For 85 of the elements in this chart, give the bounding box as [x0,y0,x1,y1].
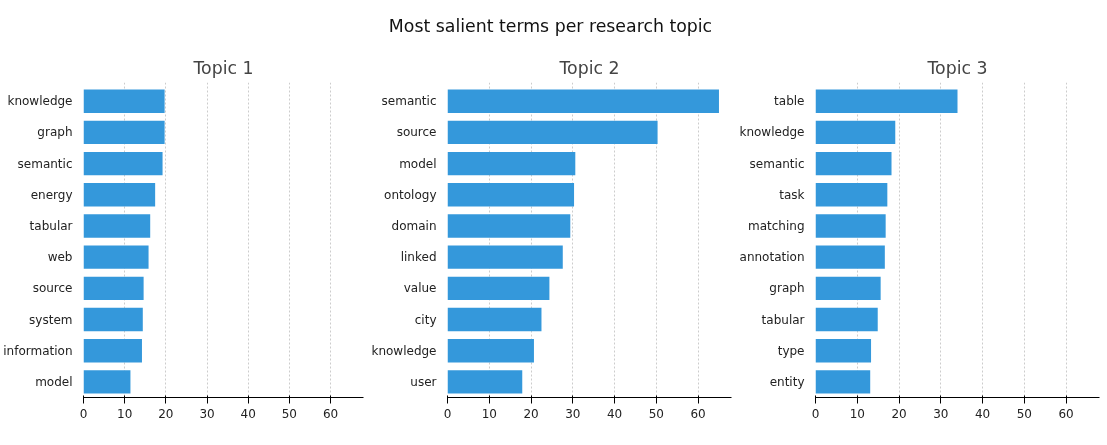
bar [815,120,896,145]
y-tick-label: user [410,374,437,389]
x-tick-label: 10 [481,406,497,421]
y-tick-label: matching [747,218,805,233]
y-tick-label: city [414,312,437,327]
y-tick-label: value [403,281,437,296]
bar [83,183,156,207]
y-tick-label: task [779,187,805,202]
y-tick-label: type [777,343,805,358]
bar [447,307,542,332]
y-tick-label: tabular [761,312,805,327]
bar [83,370,131,394]
y-tick-label: model [35,374,73,389]
y-tick-label: system [29,312,73,327]
x-tick-label: 10 [849,406,865,421]
y-tick-label: web [47,250,73,265]
bar [815,370,871,394]
y-tick-label: table [774,94,805,109]
bar [83,151,163,176]
y-tick-label: source [32,281,73,296]
bar [815,151,892,176]
bar [83,276,144,301]
y-tick-label: annotation [739,250,805,265]
y-tick-label: source [396,125,437,140]
x-tick-label: 50 [281,406,298,421]
bar [815,183,888,207]
bar [815,89,958,113]
bar [83,339,142,363]
bar [815,339,872,363]
x-tick-label: 20 [523,406,539,421]
bar [447,339,534,363]
y-tick-label: ontology [384,187,437,202]
x-tick-label: 0 [443,406,452,421]
chart-title: Topic 2 [558,57,620,78]
x-tick-label: 40 [240,406,256,421]
x-tick-label: 20 [158,406,174,421]
x-tick-label: 30 [199,406,215,421]
y-tick-label: semantic [17,156,73,171]
x-tick-label: 10 [117,406,133,421]
x-tick-label: 60 [322,406,339,421]
bar [83,245,149,269]
x-tick-label: 50 [1016,406,1032,421]
bar [447,245,563,269]
y-tick-label: linked [400,250,437,265]
x-tick-label: 30 [565,406,581,421]
y-tick-label: graph [37,125,73,140]
bar [447,151,576,176]
x-tick-label: 0 [79,406,88,421]
x-tick-label: 60 [690,406,706,421]
x-tick-label: 0 [811,406,820,421]
x-tick-label: 40 [974,406,991,421]
bar [83,214,151,238]
y-tick-label: semantic [749,156,805,171]
bar [447,214,571,238]
bar [83,120,165,145]
bar [447,276,550,301]
y-tick-label: energy [30,187,73,202]
y-tick-label: entity [769,374,805,389]
bar [83,89,165,113]
x-tick-label: 20 [891,406,907,421]
bar [447,370,523,394]
x-tick-label: 50 [648,406,664,421]
y-tick-label: domain [391,218,437,233]
y-tick-label: information [3,343,73,358]
text: Most salient terms per research topic [388,15,713,36]
x-tick-label: 40 [606,406,623,421]
bar [815,214,886,238]
bar [447,120,658,145]
bar [815,307,878,332]
y-tick-label: knowledge [739,125,805,140]
bar [83,307,143,332]
x-tick-label: 30 [933,406,949,421]
bar [815,276,881,301]
chart-title: Topic 1 [192,57,254,78]
chart-title: Topic 3 [926,57,988,78]
y-tick-label: tabular [29,218,73,233]
x-tick-label: 60 [1058,406,1074,421]
bar [447,89,719,113]
y-tick-label: model [399,156,437,171]
bar [447,183,575,207]
bar [815,245,885,269]
y-tick-label: graph [769,281,805,296]
y-tick-label: knowledge [371,343,437,358]
y-tick-label: knowledge [7,94,73,109]
y-tick-label: semantic [381,94,437,109]
